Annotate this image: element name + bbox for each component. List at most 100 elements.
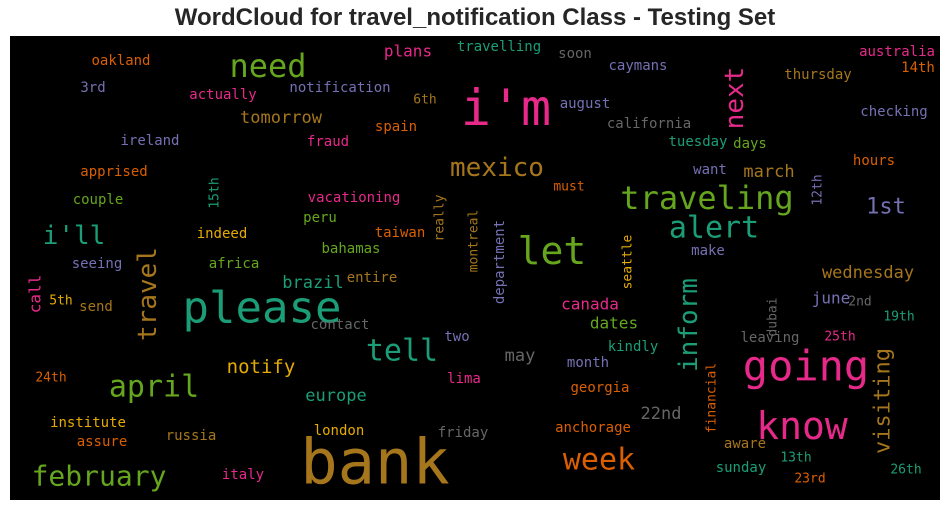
word-april: april bbox=[109, 370, 199, 405]
word-13th: 13th bbox=[780, 451, 811, 466]
word-25th: 25th bbox=[824, 330, 855, 345]
word-24th: 24th bbox=[35, 371, 66, 386]
word-seattle: seattle bbox=[621, 234, 636, 289]
word-know: know bbox=[756, 404, 848, 448]
word-19th: 19th bbox=[883, 310, 914, 325]
chart-title: WordCloud for travel_notification Class … bbox=[174, 4, 776, 31]
word-please: please bbox=[183, 283, 342, 334]
word-department: department bbox=[492, 220, 508, 304]
word-soon: soon bbox=[558, 46, 592, 62]
word-bank: bank bbox=[300, 426, 449, 499]
word-tuesday: tuesday bbox=[668, 134, 727, 150]
word-travelling: travelling bbox=[457, 39, 541, 55]
word-peru: peru bbox=[303, 210, 337, 226]
word-dubai: dubai bbox=[766, 297, 781, 336]
word-3rd: 3rd bbox=[80, 80, 105, 96]
word-next: next bbox=[720, 67, 750, 130]
word-february: february bbox=[32, 460, 167, 493]
word-month: month bbox=[567, 355, 609, 371]
word-russia: russia bbox=[166, 428, 217, 444]
word-hours: hours bbox=[853, 153, 895, 169]
word-inform: inform bbox=[674, 278, 704, 372]
word-really: really bbox=[433, 194, 448, 241]
word-lima: lima bbox=[447, 371, 481, 387]
word-26th: 26th bbox=[890, 463, 921, 478]
word-i-ll: i'll bbox=[43, 221, 106, 251]
word-notify: notify bbox=[227, 356, 296, 378]
word-ireland: ireland bbox=[120, 133, 179, 149]
word-march: march bbox=[743, 162, 794, 182]
word-12th: 12th bbox=[811, 174, 826, 205]
word-california: california bbox=[607, 116, 691, 132]
word-assure: assure bbox=[77, 434, 128, 450]
word-let: let bbox=[518, 229, 587, 273]
word-italy: italy bbox=[222, 467, 264, 483]
word-anchorage: anchorage bbox=[555, 420, 631, 436]
word-spain: spain bbox=[375, 119, 417, 135]
word-traveling: traveling bbox=[620, 179, 793, 217]
word-may: may bbox=[505, 346, 536, 366]
word-friday: friday bbox=[438, 425, 489, 441]
word-tell: tell bbox=[366, 334, 438, 369]
word-checking: checking bbox=[860, 104, 927, 120]
word-tomorrow: tomorrow bbox=[240, 108, 323, 128]
word-australia: australia bbox=[859, 44, 935, 60]
word-sunday: sunday bbox=[716, 460, 767, 476]
word-i-m: i'm bbox=[461, 79, 551, 137]
word-institute: institute bbox=[50, 415, 126, 431]
word-must: must bbox=[553, 180, 584, 195]
wordcloud-svg: bank please i'm let going know need traveling ap… bbox=[26, 39, 935, 499]
word-leaving: leaving bbox=[740, 330, 799, 346]
word-dates: dates bbox=[590, 314, 638, 333]
word-two: two bbox=[444, 329, 469, 345]
word-georgia: georgia bbox=[570, 380, 629, 396]
word-going: going bbox=[743, 342, 869, 391]
word-taiwan: taiwan bbox=[375, 225, 426, 241]
wordcloud-canvas: bank please i'm let going know need traveling ap… bbox=[10, 36, 940, 500]
word-indeed: indeed bbox=[197, 226, 248, 242]
word-brazil: brazil bbox=[282, 273, 343, 293]
word-london: london bbox=[314, 423, 365, 439]
word-mexico: mexico bbox=[450, 153, 544, 183]
word-notification: notification bbox=[289, 80, 390, 96]
word-couple: couple bbox=[73, 192, 124, 208]
word-apprised: apprised bbox=[80, 164, 147, 180]
word-6th: 6th bbox=[413, 93, 436, 108]
word-send: send bbox=[79, 299, 113, 315]
word-wednesday: wednesday bbox=[822, 263, 914, 283]
word-june: june bbox=[812, 289, 851, 308]
word-kindly: kindly bbox=[608, 339, 659, 355]
word-august: august bbox=[560, 96, 611, 112]
word-contact: contact bbox=[310, 317, 369, 333]
word-want: want bbox=[693, 162, 727, 178]
word-days: days bbox=[733, 136, 767, 152]
word-africa: africa bbox=[209, 256, 260, 272]
word-vacationing: vacationing bbox=[308, 190, 401, 206]
word-travel: travel bbox=[133, 247, 163, 341]
word-week: week bbox=[563, 443, 635, 478]
word-14th: 14th bbox=[901, 60, 935, 76]
word-bahamas: bahamas bbox=[321, 241, 380, 257]
word-europe: europe bbox=[305, 386, 366, 406]
word-aware: aware bbox=[724, 436, 766, 452]
word-entire: entire bbox=[347, 270, 398, 286]
word-actually: actually bbox=[189, 87, 256, 103]
word-oakland: oakland bbox=[91, 53, 150, 69]
word-visiting: visiting bbox=[871, 348, 896, 454]
word-22nd: 22nd bbox=[641, 404, 682, 424]
word-canada: canada bbox=[561, 295, 619, 314]
word-make: make bbox=[691, 243, 725, 259]
word-alert: alert bbox=[669, 211, 759, 246]
word-plans: plans bbox=[384, 42, 432, 61]
word-15th: 15th bbox=[208, 177, 223, 208]
word-caymans: caymans bbox=[608, 58, 667, 74]
word-seeing: seeing bbox=[72, 256, 123, 272]
word-23rd: 23rd bbox=[794, 472, 825, 487]
word-1st: 1st bbox=[866, 195, 906, 220]
word-5th: 5th bbox=[49, 294, 72, 309]
word-montreal: montreal bbox=[467, 210, 482, 273]
word-thursday: thursday bbox=[784, 67, 851, 83]
word-fraud: fraud bbox=[307, 134, 349, 150]
word-call: call bbox=[26, 275, 45, 314]
word-2nd: 2nd bbox=[848, 295, 871, 310]
